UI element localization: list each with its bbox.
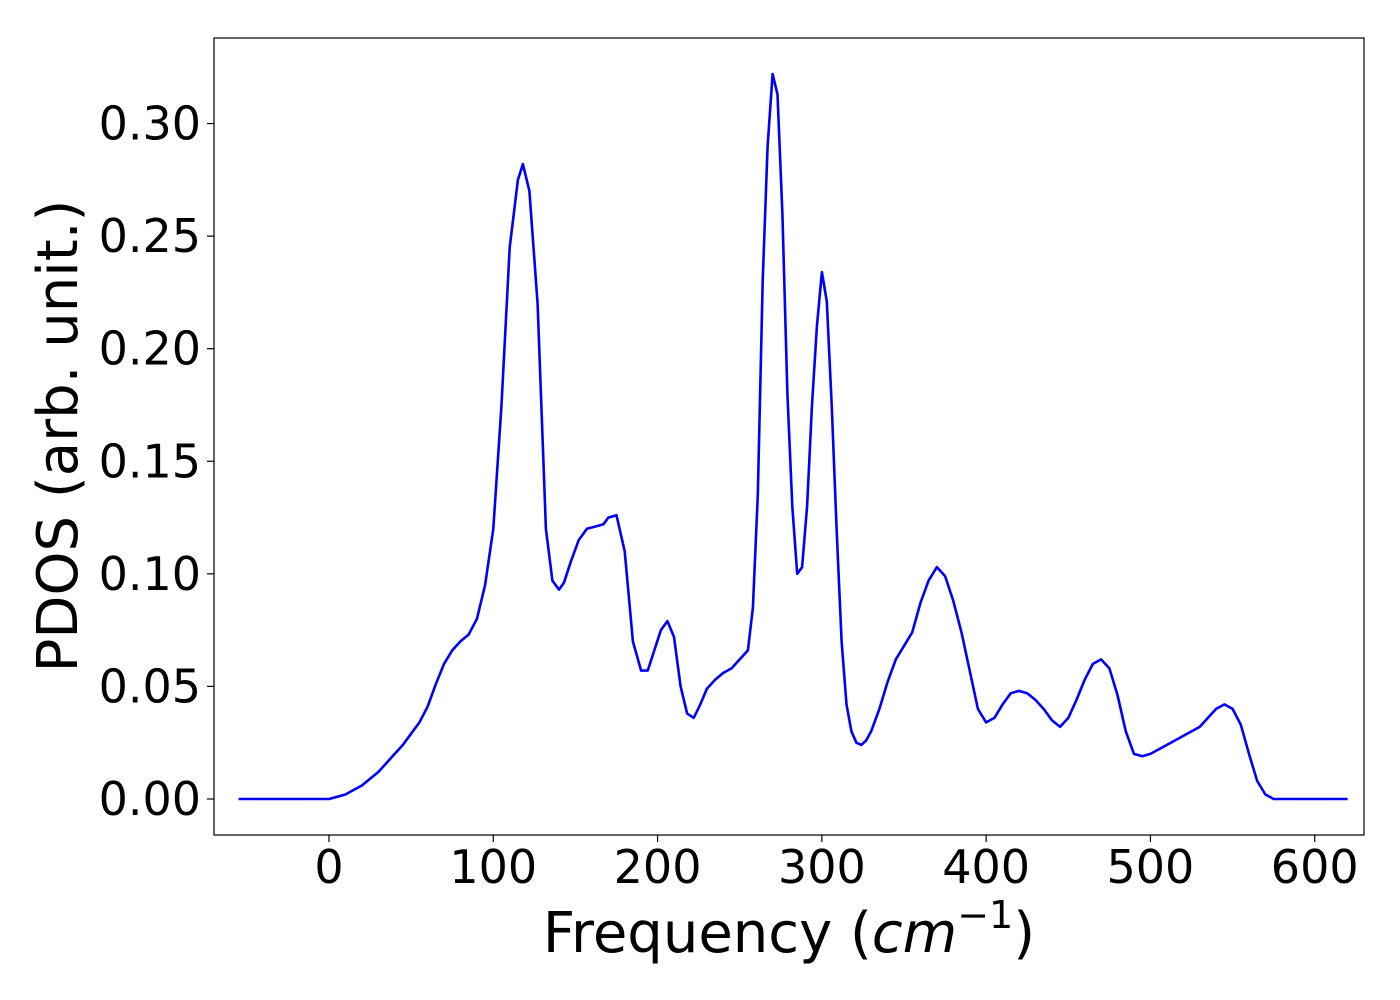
y-axis-ticks: 0.00 0.05 0.10 0.15 0.20 0.25 0.30 xyxy=(99,97,214,826)
y-tick-label: 0.20 xyxy=(99,322,201,376)
x-tick-label: 400 xyxy=(942,840,1030,894)
y-tick-label: 0.10 xyxy=(99,547,201,601)
plot-area xyxy=(238,72,1348,801)
y-tick-label: 0.15 xyxy=(99,434,201,488)
x-axis-title: Frequency (cm−1) xyxy=(543,893,1035,966)
y-axis-title: PDOS (arb. unit.) xyxy=(26,200,91,673)
x-tick-label: 0 xyxy=(314,840,343,894)
x-tick-label: 200 xyxy=(614,840,702,894)
y-tick-label: 0.00 xyxy=(99,772,201,826)
y-tick-label: 0.25 xyxy=(99,209,201,263)
x-axis-title-text: Frequency ( xyxy=(543,901,872,966)
x-axis-ticks: 0 100 200 300 400 500 600 xyxy=(314,835,1359,894)
x-tick-label: 600 xyxy=(1271,840,1359,894)
series-line-0 xyxy=(238,72,1348,801)
x-axis-title-close: ) xyxy=(1013,901,1035,966)
y-tick-label: 0.30 xyxy=(99,97,201,151)
x-axis-title-math: cm xyxy=(872,901,957,966)
x-tick-label: 100 xyxy=(449,840,537,894)
plot-frame xyxy=(213,37,1365,836)
y-tick-label: 0.05 xyxy=(99,659,201,713)
x-tick-label: 300 xyxy=(778,840,866,894)
x-axis-title-superscript: −1 xyxy=(957,893,1013,937)
x-tick-label: 500 xyxy=(1107,840,1195,894)
